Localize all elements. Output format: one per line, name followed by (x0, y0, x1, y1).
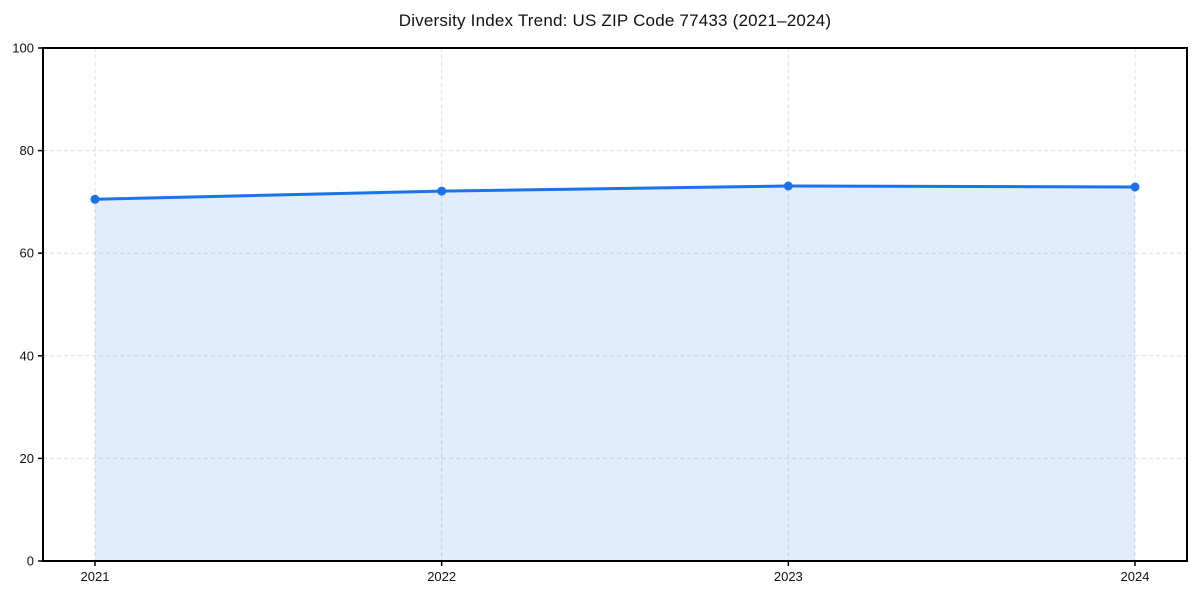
x-tick-label: 2024 (1121, 569, 1150, 584)
plot-area (43, 48, 1187, 561)
y-tick-label: 20 (20, 451, 34, 466)
y-tick-label: 40 (20, 348, 34, 363)
data-point-marker (1130, 182, 1140, 192)
trend-line (93, 184, 1137, 201)
y-tick-label: 60 (20, 246, 34, 261)
axes-spines (42, 47, 1188, 562)
data-point-marker (783, 181, 793, 191)
y-tick-label: 0 (27, 554, 34, 569)
x-tick-label: 2023 (774, 569, 803, 584)
x-tick-label: 2022 (427, 569, 456, 584)
x-tick-label: 2021 (81, 569, 110, 584)
y-tick-label: 100 (12, 41, 34, 56)
data-point-marker (90, 194, 100, 204)
chart-title: Diversity Index Trend: US ZIP Code 77433… (398, 11, 832, 30)
area-fill (95, 186, 1135, 561)
data-point-marker (437, 186, 447, 196)
y-tick-label: 80 (20, 143, 34, 158)
